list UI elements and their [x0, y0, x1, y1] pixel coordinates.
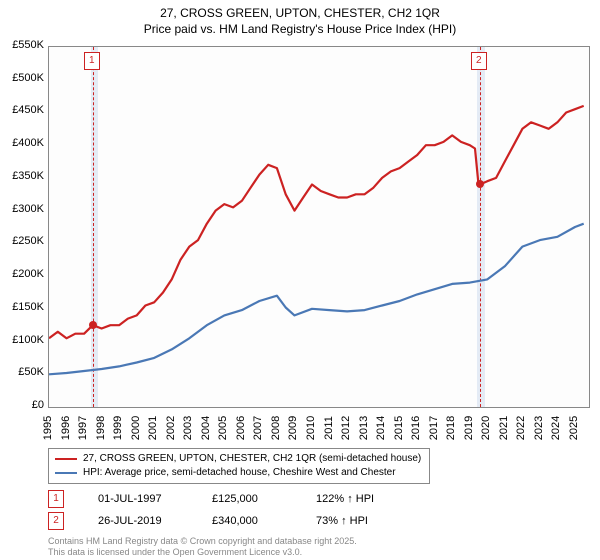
title-line1: 27, CROSS GREEN, UPTON, CHESTER, CH2 1QR — [0, 6, 600, 22]
x-tick-label: 2011 — [323, 411, 335, 445]
x-tick-label: 2003 — [182, 411, 194, 445]
sale-hpi-2: 73% ↑ HPI — [316, 515, 368, 527]
x-tick-label: 2008 — [270, 411, 282, 445]
legend-label-2: HPI: Average price, semi-detached house,… — [83, 466, 396, 480]
title-line2: Price paid vs. HM Land Registry's House … — [0, 22, 600, 38]
x-tick-label: 2010 — [305, 411, 317, 445]
x-tick-label: 2000 — [130, 411, 142, 445]
footnote-line2: This data is licensed under the Open Gov… — [48, 547, 357, 558]
x-tick-label: 2001 — [147, 411, 159, 445]
x-tick-label: 2012 — [340, 411, 352, 445]
sale-date-2: 26-JUL-2019 — [98, 515, 178, 527]
line-series-svg — [49, 47, 589, 407]
x-tick-label: 2015 — [393, 411, 405, 445]
y-tick-label: £50K — [0, 366, 44, 378]
y-tick-label: £0 — [0, 399, 44, 411]
x-tick-label: 2005 — [217, 411, 229, 445]
footnote: Contains HM Land Registry data © Crown c… — [48, 536, 357, 558]
x-tick-label: 1999 — [112, 411, 124, 445]
y-tick-label: £450K — [0, 104, 44, 116]
x-tick-label: 2009 — [287, 411, 299, 445]
x-tick-label: 1995 — [42, 411, 54, 445]
sale-marker-box: 2 — [471, 52, 487, 70]
x-tick-label: 2014 — [375, 411, 387, 445]
title-block: 27, CROSS GREEN, UPTON, CHESTER, CH2 1QR… — [0, 0, 600, 37]
legend: 27, CROSS GREEN, UPTON, CHESTER, CH2 1QR… — [48, 448, 430, 484]
sale-price-2: £340,000 — [212, 515, 282, 527]
x-tick-label: 2002 — [165, 411, 177, 445]
y-tick-label: £250K — [0, 235, 44, 247]
x-tick-label: 1998 — [95, 411, 107, 445]
x-tick-label: 2024 — [550, 411, 562, 445]
x-tick-label: 2004 — [200, 411, 212, 445]
x-tick-label: 2006 — [235, 411, 247, 445]
x-tick-label: 2020 — [480, 411, 492, 445]
y-tick-label: £200K — [0, 268, 44, 280]
chart-plot-area — [48, 46, 590, 408]
y-tick-label: £100K — [0, 334, 44, 346]
y-tick-label: £550K — [0, 39, 44, 51]
x-tick-label: 2017 — [428, 411, 440, 445]
y-tick-label: £400K — [0, 137, 44, 149]
sale-row-1: 1 01-JUL-1997 £125,000 122% ↑ HPI — [48, 490, 374, 508]
x-tick-label: 2013 — [358, 411, 370, 445]
x-tick-label: 2022 — [515, 411, 527, 445]
legend-swatch-2 — [55, 472, 77, 474]
sale-date-1: 01-JUL-1997 — [98, 493, 178, 505]
sale-hpi-1: 122% ↑ HPI — [316, 493, 374, 505]
legend-row-2: HPI: Average price, semi-detached house,… — [55, 466, 423, 480]
x-tick-label: 2007 — [252, 411, 264, 445]
x-tick-label: 2023 — [533, 411, 545, 445]
sale-row-2: 2 26-JUL-2019 £340,000 73% ↑ HPI — [48, 512, 368, 530]
x-tick-label: 1996 — [60, 411, 72, 445]
sale-marker-2: 2 — [48, 512, 64, 530]
sale-marker-box: 1 — [84, 52, 100, 70]
y-tick-label: £500K — [0, 72, 44, 84]
y-tick-label: £150K — [0, 301, 44, 313]
chart-container: 27, CROSS GREEN, UPTON, CHESTER, CH2 1QR… — [0, 0, 600, 560]
x-tick-label: 2021 — [498, 411, 510, 445]
x-tick-label: 2018 — [445, 411, 457, 445]
legend-row-1: 27, CROSS GREEN, UPTON, CHESTER, CH2 1QR… — [55, 452, 423, 466]
x-tick-label: 2025 — [568, 411, 580, 445]
footnote-line1: Contains HM Land Registry data © Crown c… — [48, 536, 357, 547]
y-tick-label: £300K — [0, 203, 44, 215]
sale-price-1: £125,000 — [212, 493, 282, 505]
legend-swatch-1 — [55, 458, 77, 460]
x-tick-label: 2019 — [463, 411, 475, 445]
y-tick-label: £350K — [0, 170, 44, 182]
sale-marker-1: 1 — [48, 490, 64, 508]
sale-dot — [89, 321, 97, 329]
x-tick-label: 1997 — [77, 411, 89, 445]
legend-label-1: 27, CROSS GREEN, UPTON, CHESTER, CH2 1QR… — [83, 452, 421, 466]
x-tick-label: 2016 — [410, 411, 422, 445]
